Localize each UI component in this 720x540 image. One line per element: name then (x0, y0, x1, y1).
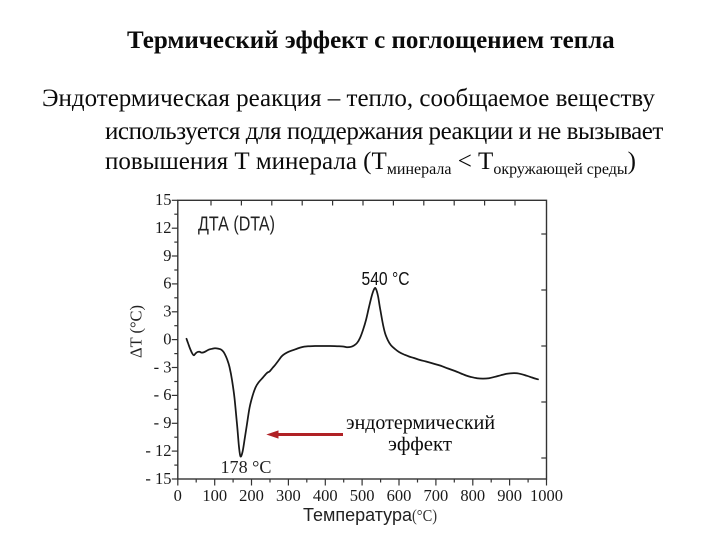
svg-text:300: 300 (276, 486, 301, 505)
svg-text:- 6: - 6 (154, 385, 172, 404)
svg-text:- 15: - 15 (145, 469, 171, 488)
svg-text:600: 600 (387, 486, 412, 505)
svg-text:(°C): (°C) (412, 506, 437, 525)
svg-text:800: 800 (460, 486, 485, 505)
svg-text:400: 400 (313, 486, 338, 505)
svg-text:15: 15 (155, 190, 172, 209)
svg-text:ΔT (°C): ΔT (°C) (127, 305, 146, 358)
svg-text:100: 100 (202, 486, 227, 505)
svg-text:3: 3 (163, 302, 171, 321)
svg-text:500: 500 (350, 486, 375, 505)
svg-text:178 °C: 178 °C (221, 457, 272, 477)
svg-text:- 3: - 3 (154, 357, 172, 376)
svg-text:Температура: Температура (303, 505, 413, 525)
svg-text:200: 200 (239, 486, 264, 505)
svg-text:9: 9 (163, 246, 171, 265)
svg-text:эндотермический: эндотермический (346, 412, 495, 434)
svg-text:540 °C: 540 °C (362, 268, 410, 289)
svg-text:0: 0 (174, 486, 182, 505)
svg-text:900: 900 (497, 486, 522, 505)
svg-text:- 9: - 9 (154, 413, 172, 432)
svg-text:700: 700 (424, 486, 449, 505)
svg-text:12: 12 (155, 218, 172, 237)
svg-text:0: 0 (163, 329, 171, 348)
svg-text:ДТА (DTA): ДТА (DTA) (198, 214, 275, 236)
svg-text:1000: 1000 (530, 486, 563, 505)
svg-text:6: 6 (163, 274, 171, 293)
svg-text:эффект: эффект (388, 434, 452, 456)
svg-text:- 12: - 12 (145, 441, 171, 460)
